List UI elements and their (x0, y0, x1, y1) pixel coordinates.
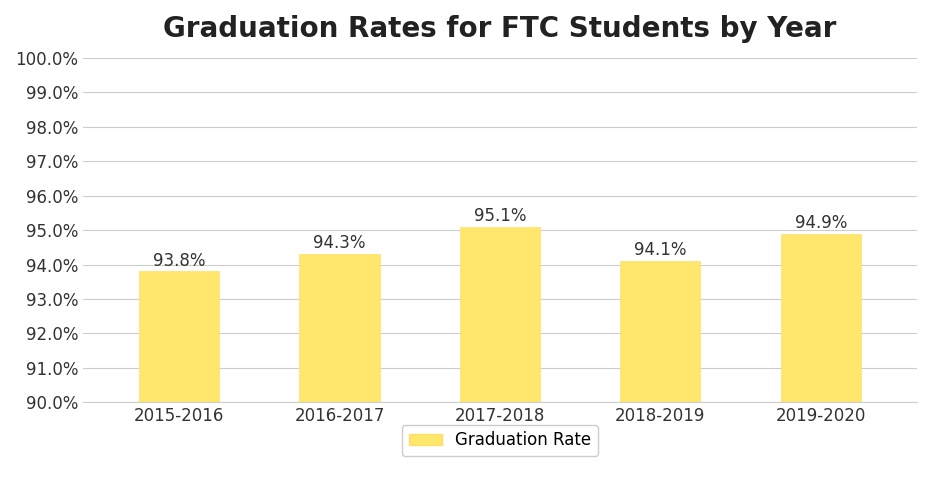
Legend: Graduation Rate: Graduation Rate (402, 424, 598, 456)
Bar (459, 227, 540, 402)
Text: 94.9%: 94.9% (795, 214, 847, 232)
Text: 95.1%: 95.1% (473, 207, 527, 225)
Bar (139, 271, 219, 402)
Text: 93.8%: 93.8% (153, 251, 205, 270)
Bar (620, 261, 701, 402)
Text: 94.1%: 94.1% (634, 241, 687, 260)
Bar (781, 233, 861, 402)
Bar (299, 254, 379, 402)
Title: Graduation Rates for FTC Students by Year: Graduation Rates for FTC Students by Yea… (163, 15, 837, 43)
Text: 94.3%: 94.3% (313, 234, 365, 253)
